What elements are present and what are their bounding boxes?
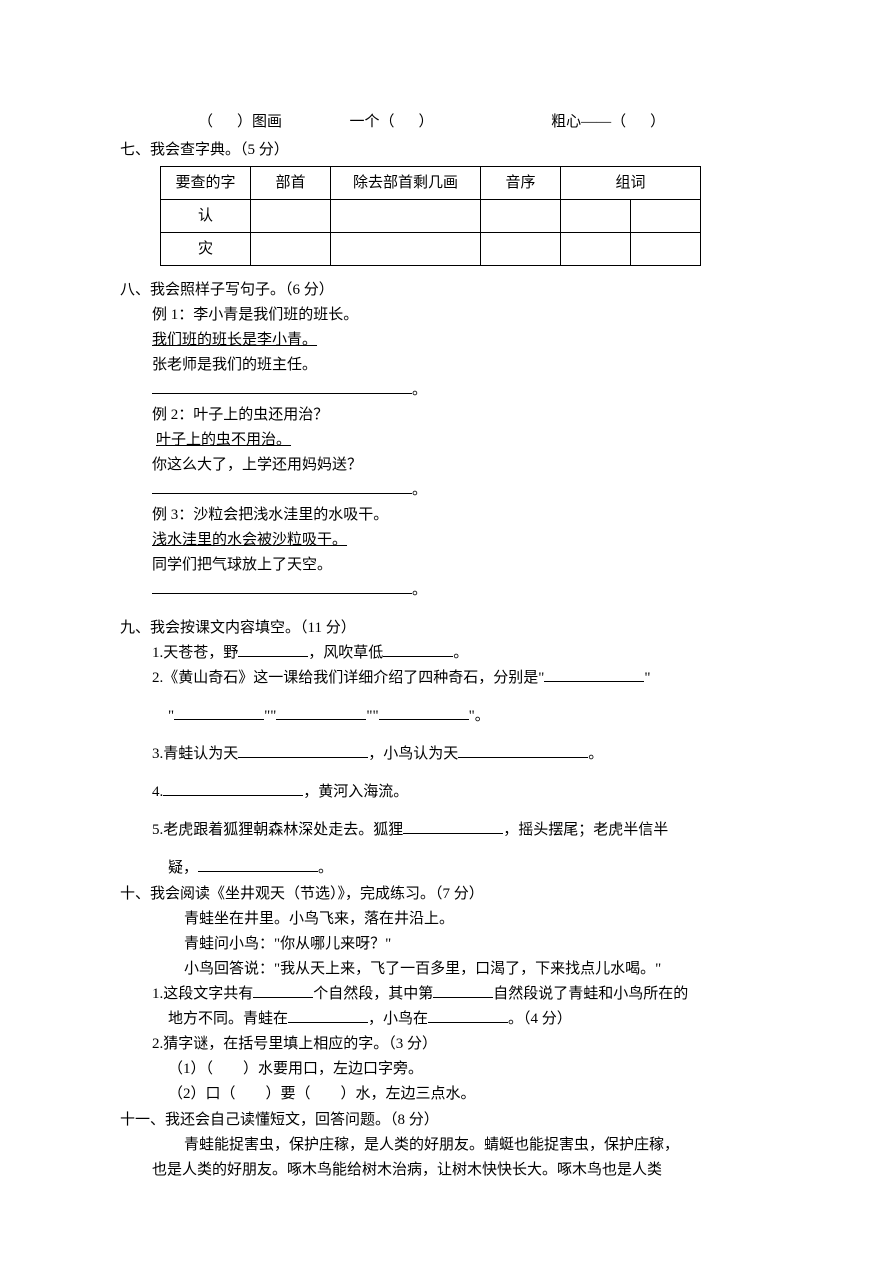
cell[interactable]: [251, 233, 331, 266]
cell[interactable]: [631, 233, 701, 266]
th-word: 组词: [561, 167, 701, 200]
frag-2: 一个（）: [350, 114, 434, 130]
q8-ex1-label: 例 1：李小青是我们班的班长。: [120, 303, 772, 327]
q8-ex2-label: 例 2：叶子上的虫还用治？: [120, 403, 772, 427]
cell[interactable]: [251, 200, 331, 233]
q10-item2-2: （2）口（ ）要（ ）水，左边三点水。: [120, 1082, 772, 1106]
th-pinyin: 音序: [481, 167, 561, 200]
fill-blank[interactable]: [163, 781, 303, 796]
question-10: 十、我会阅读《坐井观天（节选）》，完成练习。（7 分） 青蛙坐在井里。小鸟飞来，…: [120, 882, 772, 1106]
question-9: 九、我会按课文内容填空。（11 分） 1.天苍苍，野，风吹草低。 2.《黄山奇石…: [120, 616, 772, 880]
question-7: 七、我会查字典。（5 分） 要查的字 部首 除去部首剩几画 音序 组词 认 灾: [120, 138, 772, 266]
answer-blank[interactable]: 。: [120, 378, 772, 402]
fill-blank[interactable]: [458, 743, 588, 758]
frag-1: （）图画: [198, 114, 282, 130]
q11-passage-1: 青蛙能捉害虫，保护庄稼，是人类的好朋友。蜻蜓也能捉害虫，保护庄稼，: [120, 1133, 772, 1157]
fill-blank[interactable]: [253, 983, 313, 998]
q9-item4: 4.，黄河入海流。: [120, 780, 772, 804]
q8-ex3-label: 例 3：沙粒会把浅水洼里的水吸干。: [120, 503, 772, 527]
cell[interactable]: [561, 233, 631, 266]
th-radical: 部首: [251, 167, 331, 200]
fill-blank[interactable]: [276, 705, 366, 720]
fill-blank[interactable]: [379, 705, 469, 720]
table-row: 灾: [161, 233, 701, 266]
table-header-row: 要查的字 部首 除去部首剩几画 音序 组词: [161, 167, 701, 200]
q9-item1: 1.天苍苍，野，风吹草低。: [120, 641, 772, 665]
q10-passage-1: 青蛙坐在井里。小鸟飞来，落在井沿上。: [120, 907, 772, 931]
cell[interactable]: [481, 200, 561, 233]
q8-ex2-prompt: 你这么大了，上学还用妈妈送？: [120, 453, 772, 477]
cell[interactable]: [481, 233, 561, 266]
q10-item1-line2: 地方不同。青蛙在，小鸟在。（4 分）: [120, 1007, 772, 1031]
cell[interactable]: [331, 233, 481, 266]
q10-item2-1: （1）（ ）水要用口，左边口字旁。: [120, 1057, 772, 1081]
q10-heading: 十、我会阅读《坐井观天（节选）》，完成练习。（7 分）: [120, 882, 772, 906]
q11-heading: 十一、我还会自己读懂短文，回答问题。（8 分）: [120, 1108, 772, 1132]
question-8: 八、我会照样子写句子。（6 分） 例 1：李小青是我们班的班长。 我们班的班长是…: [120, 278, 772, 602]
q9-item2-line1: 2.《黄山奇石》这一课给我们详细介绍了四种奇石，分别是"": [120, 666, 772, 690]
table-row: 认: [161, 200, 701, 233]
q11-passage-2: 也是人类的好朋友。啄木鸟能给树木治病，让树木快快长大。啄木鸟也是人类: [120, 1158, 772, 1182]
q8-ex2-answer: 叶子上的虫不用治。: [120, 428, 772, 452]
answer-blank[interactable]: 。: [120, 578, 772, 602]
fill-blank[interactable]: [383, 642, 453, 657]
fill-blank[interactable]: [428, 1008, 508, 1023]
q10-passage-3: 小鸟回答说："我从天上来，飞了一百多里，口渴了，下来找点儿水喝。": [120, 957, 772, 981]
top-fragment-row: （）图画 一个（） 粗心——（）: [120, 110, 772, 134]
fill-blank[interactable]: [403, 819, 503, 834]
q9-item3: 3.青蛙认为天，小鸟认为天。: [120, 742, 772, 766]
fill-blank[interactable]: [198, 857, 318, 872]
q8-ex1-prompt: 张老师是我们的班主任。: [120, 353, 772, 377]
frag-3: 粗心——（）: [551, 114, 665, 130]
fill-blank[interactable]: [288, 1008, 368, 1023]
fill-blank[interactable]: [433, 983, 493, 998]
q8-ex1-answer: 我们班的班长是李小青。: [120, 328, 772, 352]
q9-item5-line1: 5.老虎跟着狐狸朝森林深处走去。狐狸，摇头摆尾；老虎半信半: [120, 818, 772, 842]
th-strokes: 除去部首剩几画: [331, 167, 481, 200]
cell-char: 认: [161, 200, 251, 233]
q8-ex3-prompt: 同学们把气球放上了天空。: [120, 553, 772, 577]
q7-heading: 七、我会查字典。（5 分）: [120, 138, 772, 162]
q9-heading: 九、我会按课文内容填空。（11 分）: [120, 616, 772, 640]
q10-passage-2: 青蛙问小鸟："你从哪儿来呀？": [120, 932, 772, 956]
fill-blank[interactable]: [238, 743, 368, 758]
th-char: 要查的字: [161, 167, 251, 200]
fill-blank[interactable]: [238, 642, 308, 657]
cell[interactable]: [561, 200, 631, 233]
cell[interactable]: [631, 200, 701, 233]
fill-blank[interactable]: [174, 705, 264, 720]
q8-ex3-answer: 浅水洼里的水会被沙粒吸干。: [120, 528, 772, 552]
q10-item2: 2.猜字谜，在括号里填上相应的字。（3 分）: [120, 1032, 772, 1056]
q8-heading: 八、我会照样子写句子。（6 分）: [120, 278, 772, 302]
cell-char: 灾: [161, 233, 251, 266]
question-11: 十一、我还会自己读懂短文，回答问题。（8 分） 青蛙能捉害虫，保护庄稼，是人类的…: [120, 1108, 772, 1182]
q10-item1-line1: 1.这段文字共有个自然段，其中第自然段说了青蛙和小鸟所在的: [120, 982, 772, 1006]
q9-item2-line2: """"""。: [120, 704, 772, 728]
answer-blank[interactable]: 。: [120, 478, 772, 502]
q9-item5-line2: 疑，。: [120, 856, 772, 880]
dictionary-table: 要查的字 部首 除去部首剩几画 音序 组词 认 灾: [160, 166, 701, 266]
cell[interactable]: [331, 200, 481, 233]
fill-blank[interactable]: [544, 667, 644, 682]
